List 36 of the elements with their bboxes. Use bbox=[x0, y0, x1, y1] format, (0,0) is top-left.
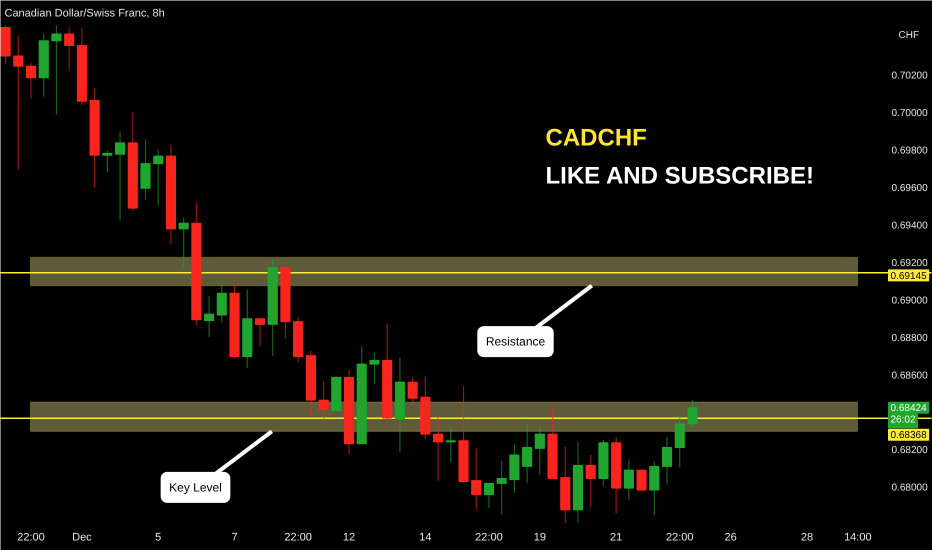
x-tick-label: 14:00 bbox=[844, 532, 872, 544]
candlestick bbox=[636, 470, 647, 492]
y-tick-label: 0.68200 bbox=[892, 445, 928, 456]
band-label: Key Level bbox=[169, 480, 222, 494]
annotation: LIKE AND SUBSCRIBE! bbox=[546, 162, 814, 190]
y-tick-label: 0.68800 bbox=[892, 332, 928, 344]
x-tick-label: 22:00 bbox=[475, 532, 503, 544]
x-tick-label: 7 bbox=[231, 532, 238, 544]
text: 0.68424 bbox=[890, 403, 928, 414]
x-tick-label: 21 bbox=[610, 532, 622, 544]
x-tick-label: 19 bbox=[534, 532, 546, 544]
chart-title: Canadian Dollar/Swiss Franc, 8h bbox=[4, 8, 165, 20]
x-tick-label: 14 bbox=[419, 532, 432, 544]
y-tick-label: 0.69000 bbox=[892, 295, 928, 306]
y-tick-label: 0.70000 bbox=[892, 108, 928, 120]
x-tick-label: 5 bbox=[155, 532, 162, 544]
x-tick-label: 22:00 bbox=[17, 532, 45, 544]
x-tick-label: 26 bbox=[724, 532, 737, 544]
y-tick-label: 0.69800 bbox=[892, 146, 928, 156]
y-tick-label: 0.70200 bbox=[892, 70, 928, 82]
x-tick-label: 12 bbox=[342, 532, 356, 544]
x-tick-label: 28 bbox=[800, 532, 814, 544]
x-tick-label: Dec bbox=[72, 532, 92, 544]
text: 26:02 bbox=[890, 414, 916, 426]
band-label: Resistance bbox=[486, 334, 546, 349]
y-axis-title: CHF bbox=[898, 30, 920, 41]
y-tick-label: 0.69600 bbox=[892, 182, 928, 194]
y-tick-label: 0.69400 bbox=[892, 220, 928, 232]
x-tick-label: 22:00 bbox=[666, 532, 694, 544]
x-tick-label: 22:00 bbox=[284, 532, 312, 544]
y-tick-label: 0.68600 bbox=[892, 370, 928, 382]
ref-line-label: 0.69145 bbox=[890, 270, 928, 282]
ref-line-label: 0.68368 bbox=[890, 430, 928, 442]
y-tick-label: 0.69200 bbox=[892, 258, 928, 269]
annotation: CADCHF bbox=[546, 124, 647, 152]
y-tick-label: 0.68000 bbox=[892, 482, 928, 494]
